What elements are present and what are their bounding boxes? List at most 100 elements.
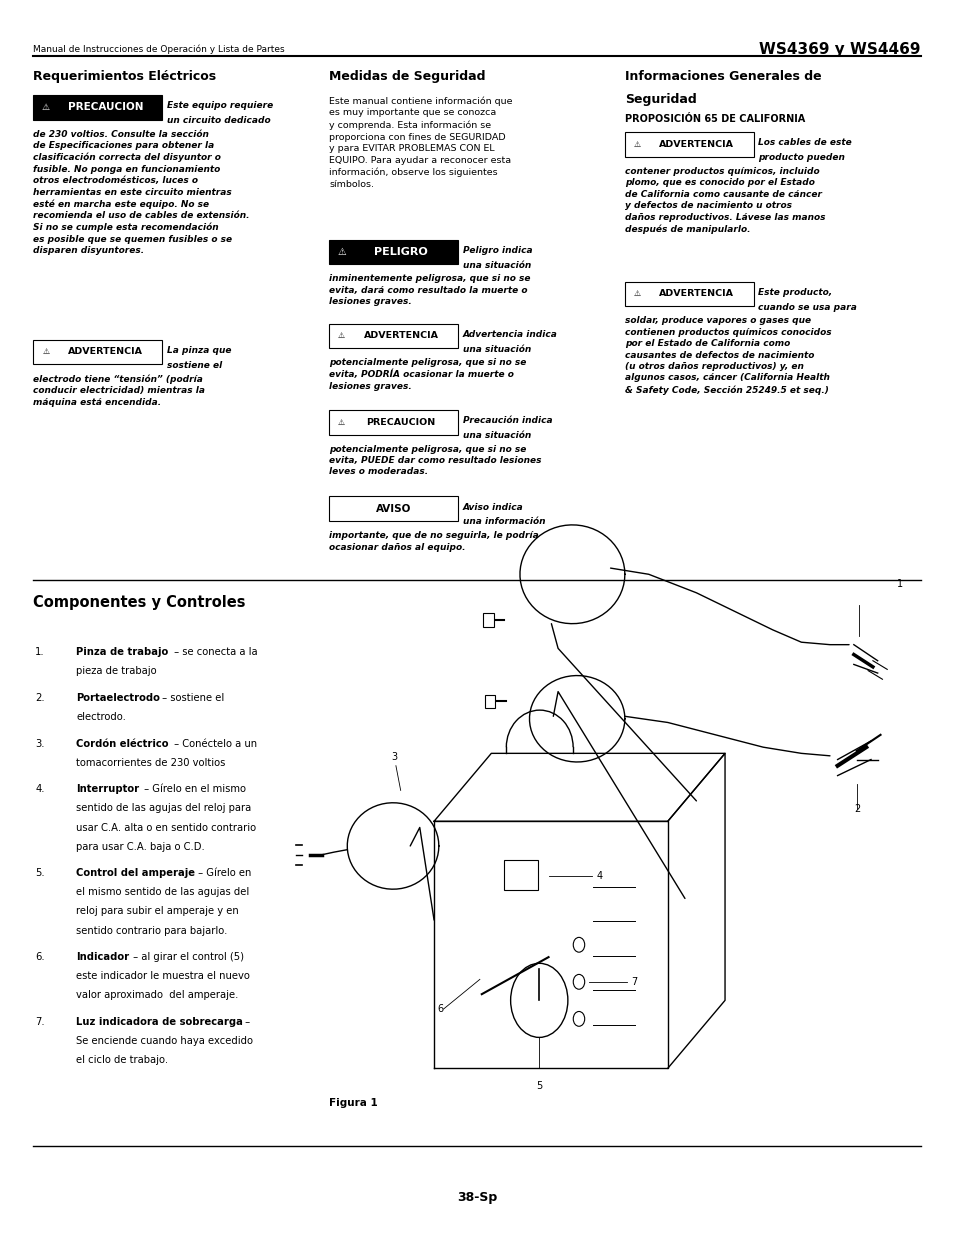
Text: 3.: 3. [35, 739, 45, 748]
Text: Precaución indica: Precaución indica [462, 416, 552, 425]
Text: 6: 6 [437, 1004, 443, 1014]
Text: La pinza que: La pinza que [167, 346, 232, 354]
Text: ⚠: ⚠ [633, 140, 640, 149]
Text: ⚠: ⚠ [337, 331, 345, 341]
FancyBboxPatch shape [484, 695, 495, 708]
Text: Manual de Instrucciones de Operación y Lista de Partes: Manual de Instrucciones de Operación y L… [33, 44, 285, 54]
Text: Componentes y Controles: Componentes y Controles [33, 595, 246, 610]
Text: valor aproximado  del amperaje.: valor aproximado del amperaje. [76, 990, 238, 1000]
Text: 2: 2 [853, 804, 860, 814]
Text: Advertencia indica: Advertencia indica [462, 330, 557, 338]
FancyBboxPatch shape [624, 282, 753, 306]
Text: Seguridad: Seguridad [624, 93, 696, 106]
Text: cuando se usa para: cuando se usa para [758, 303, 857, 311]
Text: – al girar el control (5): – al girar el control (5) [130, 952, 243, 962]
Text: un circuito dedicado: un circuito dedicado [167, 116, 271, 125]
Text: Aviso indica: Aviso indica [462, 503, 523, 511]
Text: Este producto,: Este producto, [758, 288, 832, 296]
Text: Luz indicadora de sobrecarga: Luz indicadora de sobrecarga [76, 1016, 243, 1028]
Text: una situación: una situación [462, 345, 531, 353]
FancyBboxPatch shape [329, 324, 457, 348]
FancyBboxPatch shape [329, 410, 457, 435]
Text: Requerimientos Eléctricos: Requerimientos Eléctricos [33, 70, 216, 84]
Text: soldar, produce vapores o gases que
contienen productos químicos conocidos
por e: soldar, produce vapores o gases que cont… [624, 316, 831, 394]
Text: una situación: una situación [462, 431, 531, 440]
Text: ⚠: ⚠ [336, 247, 346, 257]
Text: PRECAUCION: PRECAUCION [68, 103, 143, 112]
Text: el ciclo de trabajo.: el ciclo de trabajo. [76, 1055, 169, 1066]
Text: Indicador: Indicador [76, 952, 130, 962]
Text: PRECAUCION: PRECAUCION [366, 417, 436, 427]
Text: el mismo sentido de las agujas del: el mismo sentido de las agujas del [76, 887, 250, 898]
Text: usar C.A. alta o en sentido contrario: usar C.A. alta o en sentido contrario [76, 823, 256, 832]
Text: 4.: 4. [35, 784, 45, 794]
Text: sentido contrario para bajarlo.: sentido contrario para bajarlo. [76, 925, 228, 936]
Text: una situación: una situación [462, 261, 531, 269]
Text: ADVERTENCIA: ADVERTENCIA [363, 331, 438, 341]
Text: – Gírelo en: – Gírelo en [194, 868, 251, 878]
Text: una información: una información [462, 517, 544, 526]
Text: 5.: 5. [35, 868, 45, 878]
Text: contener productos químicos, incluido
plomo, que es conocido por el Estado
de Ca: contener productos químicos, incluido pl… [624, 167, 824, 233]
Text: 7.: 7. [35, 1016, 45, 1028]
Text: Los cables de este: Los cables de este [758, 138, 851, 147]
Text: Se enciende cuando haya excedido: Se enciende cuando haya excedido [76, 1036, 253, 1046]
Text: pieza de trabajo: pieza de trabajo [76, 667, 157, 677]
Text: tomacorrientes de 230 voltios: tomacorrientes de 230 voltios [76, 757, 226, 768]
FancyBboxPatch shape [329, 496, 457, 521]
Text: electrodo.: electrodo. [76, 711, 126, 722]
Text: Este manual contiene información que
es muy importante que se conozca
y comprend: Este manual contiene información que es … [329, 96, 512, 189]
Text: 6.: 6. [35, 952, 45, 962]
Text: 7: 7 [631, 977, 637, 987]
Text: para usar C.A. baja o C.D.: para usar C.A. baja o C.D. [76, 841, 205, 852]
Circle shape [573, 937, 584, 952]
Text: potencialmente peligrosa, que si no se
evita, PODRÍA ocasionar la muerte o
lesio: potencialmente peligrosa, que si no se e… [329, 358, 526, 390]
Text: AVISO: AVISO [375, 504, 411, 514]
Text: PROPOSICIÓN 65 DE CALIFORNIA: PROPOSICIÓN 65 DE CALIFORNIA [624, 114, 804, 124]
Text: Este equipo requiere: Este equipo requiere [167, 101, 273, 110]
Circle shape [510, 963, 567, 1037]
Text: 4: 4 [597, 871, 602, 881]
FancyBboxPatch shape [329, 240, 457, 264]
Text: este indicador le muestra el nuevo: este indicador le muestra el nuevo [76, 971, 250, 982]
Text: – Gírelo en el mismo: – Gírelo en el mismo [141, 784, 246, 794]
Text: 38-Sp: 38-Sp [456, 1192, 497, 1204]
Text: reloj para subir el amperaje y en: reloj para subir el amperaje y en [76, 906, 239, 916]
Text: sentido de las agujas del reloj para: sentido de las agujas del reloj para [76, 803, 252, 814]
Text: Control del amperaje: Control del amperaje [76, 868, 195, 878]
Text: Portaelectrodo: Portaelectrodo [76, 693, 160, 703]
Text: Informaciones Generales de: Informaciones Generales de [624, 70, 821, 84]
FancyBboxPatch shape [33, 95, 162, 120]
Text: – Conéctelo a un: – Conéctelo a un [171, 739, 256, 748]
Text: 1.: 1. [35, 647, 45, 657]
Text: electrodo tiene “tensión” (podría
conducir electricidad) mientras la
máquina est: electrodo tiene “tensión” (podría conduc… [33, 374, 205, 406]
Text: 3: 3 [391, 752, 396, 762]
FancyBboxPatch shape [624, 132, 753, 157]
FancyBboxPatch shape [482, 613, 494, 627]
Text: Cordón eléctrico: Cordón eléctrico [76, 739, 169, 748]
Text: potencialmente peligrosa, que si no se
evita, PUEDE dar como resultado lesiones
: potencialmente peligrosa, que si no se e… [329, 445, 541, 477]
Circle shape [573, 974, 584, 989]
Text: –: – [242, 1016, 250, 1028]
Text: 1: 1 [896, 579, 902, 589]
Text: Interruptor: Interruptor [76, 784, 139, 794]
Text: – se conecta a la: – se conecta a la [171, 647, 257, 657]
Text: ADVERTENCIA: ADVERTENCIA [659, 140, 734, 149]
Text: ⚠: ⚠ [633, 289, 640, 299]
Text: Peligro indica: Peligro indica [462, 246, 532, 254]
Text: PELIGRO: PELIGRO [374, 247, 428, 257]
Text: WS4369 y WS4469: WS4369 y WS4469 [759, 42, 920, 57]
Text: de 230 voltios. Consulte la sección
de Especificaciones para obtener la
clasific: de 230 voltios. Consulte la sección de E… [33, 130, 250, 256]
Text: – sostiene el: – sostiene el [159, 693, 224, 703]
Text: ⚠: ⚠ [42, 347, 50, 357]
Text: sostiene el: sostiene el [167, 361, 222, 369]
Text: 2.: 2. [35, 693, 45, 703]
Text: ADVERTENCIA: ADVERTENCIA [659, 289, 734, 299]
Text: Figura 1: Figura 1 [329, 1098, 377, 1108]
Text: Pinza de trabajo: Pinza de trabajo [76, 647, 169, 657]
Text: ADVERTENCIA: ADVERTENCIA [68, 347, 143, 357]
Text: ⚠: ⚠ [337, 417, 345, 427]
Text: ⚠: ⚠ [42, 103, 50, 112]
Text: producto pueden: producto pueden [758, 153, 844, 162]
Text: Medidas de Seguridad: Medidas de Seguridad [329, 70, 485, 84]
